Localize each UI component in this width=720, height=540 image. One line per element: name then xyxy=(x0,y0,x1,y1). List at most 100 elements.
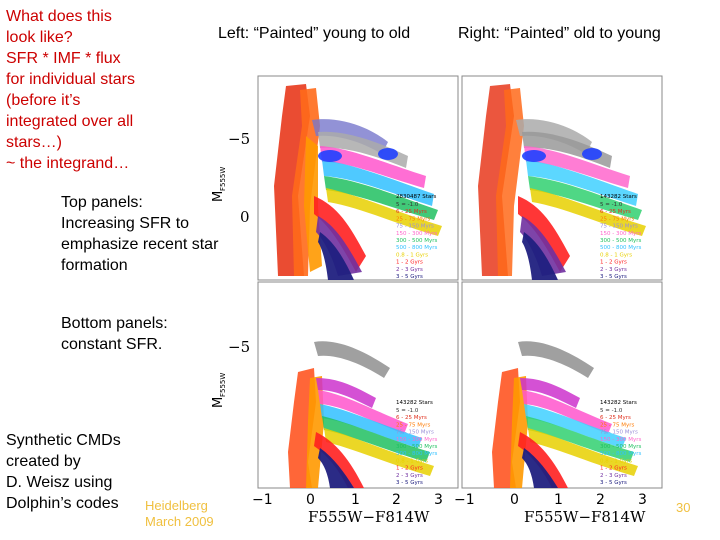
legend-entry: 150 - 300 Myrs xyxy=(600,231,641,237)
credit-line: Dolphin’s codes xyxy=(6,495,119,512)
question-line: ~ the integrand… xyxy=(6,155,130,172)
legend-entry: 6 - 25 Myrs xyxy=(396,209,427,215)
y-tick-top: −5 xyxy=(228,130,250,148)
legend-entry: 75 - 150 Myrs xyxy=(600,224,638,230)
bottom-panels-line: Bottom panels: xyxy=(61,315,168,332)
legend-entry: 0.8 - 1 Gyrs xyxy=(396,252,428,258)
x-tick: −1 xyxy=(252,492,273,508)
cmd-plot-top-right xyxy=(478,84,646,280)
legend-entry: 150 - 300 Myrs xyxy=(600,437,641,443)
x-tick: 2 xyxy=(596,492,605,508)
question-line: stars…) xyxy=(6,134,62,151)
star-count: 2830487 Stars xyxy=(396,194,437,200)
top-panels-line: Increasing SFR to xyxy=(61,215,190,232)
question-line: integrated over all xyxy=(6,113,134,130)
top-panels-line: emphasize recent star xyxy=(61,236,219,253)
legend-entry: 25 - 75 Myrs xyxy=(396,216,430,222)
legend-entry: 3 - 5 Gyrs xyxy=(396,480,423,486)
cmd-plot-bottom-right xyxy=(492,341,638,488)
x-tick: 3 xyxy=(638,492,647,508)
x-axis-label-right: F555W−F814W xyxy=(524,508,646,526)
legend-entry: 75 - 150 Myrs xyxy=(396,224,434,230)
legend-entry: 2 - 3 Gyrs xyxy=(600,473,627,479)
star-count: 143282 Stars xyxy=(396,400,433,406)
heading-right: Right: “Painted” old to young xyxy=(458,25,661,42)
legend-entry: 5 = -1.0 xyxy=(396,408,419,414)
question-line: SFR * IMF * flux xyxy=(6,50,121,67)
question-line: for individual stars xyxy=(6,71,135,88)
legend-entry: 300 - 500 Myrs xyxy=(600,444,641,450)
legend-entry: 5 = -1.0 xyxy=(600,408,623,414)
y-axis-label: M xyxy=(211,191,226,202)
star-count: 143282 Stars xyxy=(600,194,637,200)
legend-entry: 0.8 - 1 Gyrs xyxy=(600,252,632,258)
legend-entry: 500 - 800 Myrs xyxy=(600,451,641,457)
top-panels-line: Top panels: xyxy=(61,194,143,211)
x-tick: 0 xyxy=(510,492,519,508)
legend-entry: 2 - 3 Gyrs xyxy=(600,267,627,273)
legend-entry: 150 - 300 Myrs xyxy=(396,437,437,443)
y-axis-label-top: M F555W xyxy=(211,167,227,202)
top-panels-text: Top panels: Increasing SFR to emphasize … xyxy=(61,192,261,276)
y-tick-mid: 0 xyxy=(240,208,250,226)
credit-line: Synthetic CMDs xyxy=(6,432,121,449)
legend-entry: 2 - 3 Gyrs xyxy=(396,473,423,479)
x-tick: 1 xyxy=(351,492,360,508)
footer-venue: Heidelberg March 2009 xyxy=(145,498,214,530)
question-line: (before it’s xyxy=(6,92,81,109)
heading-left: Left: “Painted” young to old xyxy=(218,25,411,42)
question-text: What does this look like? SFR * IMF * fl… xyxy=(6,6,206,174)
x-ticks: −1 0 1 2 3 −1 0 1 2 3 xyxy=(252,492,647,508)
y-tick-bottom: −5 xyxy=(228,338,250,356)
legend-entry: 500 - 800 Myrs xyxy=(396,451,437,457)
question-line: look like? xyxy=(6,29,73,46)
legend-entry: 6 - 25 Myrs xyxy=(396,415,427,421)
x-axis-label-left: F555W−F814W xyxy=(308,508,430,526)
legend-entry: 1 - 2 Gyrs xyxy=(396,260,423,266)
footer-line: March 2009 xyxy=(145,514,214,529)
legend-entry: 25 - 75 Myrs xyxy=(600,216,634,222)
legend-entry: 300 - 500 Myrs xyxy=(600,238,641,244)
legend-entry: 25 - 75 Myrs xyxy=(396,422,430,428)
bottom-panels-line: constant SFR. xyxy=(61,336,163,353)
legend-entry: 3 - 5 Gyrs xyxy=(396,274,423,280)
x-tick: 3 xyxy=(434,492,443,508)
legend-entry: 75 - 150 Myrs xyxy=(600,430,638,436)
legend-entry: 25 - 75 Myrs xyxy=(600,422,634,428)
legend-entry: 1 - 2 Gyrs xyxy=(600,466,627,472)
cmd-plot-top-left xyxy=(274,84,442,280)
legend-entry: 500 - 800 Myrs xyxy=(600,245,641,251)
legend-entry: 150 - 300 Myrs xyxy=(396,231,437,237)
legend-entry: 2 - 3 Gyrs xyxy=(396,267,423,273)
legend-entry: 6 - 25 Myrs xyxy=(600,209,631,215)
credit-line: created by xyxy=(6,453,81,470)
credit-line: D. Weisz using xyxy=(6,474,113,491)
x-tick: 1 xyxy=(554,492,563,508)
legend-entry: 5 = -1.0 xyxy=(396,202,419,208)
x-tick: 0 xyxy=(306,492,315,508)
bottom-panels-text: Bottom panels: constant SFR. xyxy=(61,313,261,355)
legend-entry: 6 - 25 Myrs xyxy=(600,415,631,421)
legend-entry: 1 - 2 Gyrs xyxy=(396,466,423,472)
y-axis-label: M xyxy=(211,397,226,408)
legend-entry: 1 - 2 Gyrs xyxy=(600,260,627,266)
x-tick: −1 xyxy=(454,492,475,508)
legend-entry: 75 - 150 Myrs xyxy=(396,430,434,436)
star-count: 143282 Stars xyxy=(600,400,637,406)
legend-entry: 0.8 - 1 Gyrs xyxy=(396,458,428,464)
legend-entry: 3 - 5 Gyrs xyxy=(600,274,627,280)
credit-text: Synthetic CMDs created by D. Weisz using… xyxy=(6,430,146,514)
legend-entry: 500 - 800 Myrs xyxy=(396,245,437,251)
legend-entry: 300 - 500 Myrs xyxy=(396,444,437,450)
question-line: What does this xyxy=(6,8,112,25)
legend-entry: 300 - 500 Myrs xyxy=(396,238,437,244)
